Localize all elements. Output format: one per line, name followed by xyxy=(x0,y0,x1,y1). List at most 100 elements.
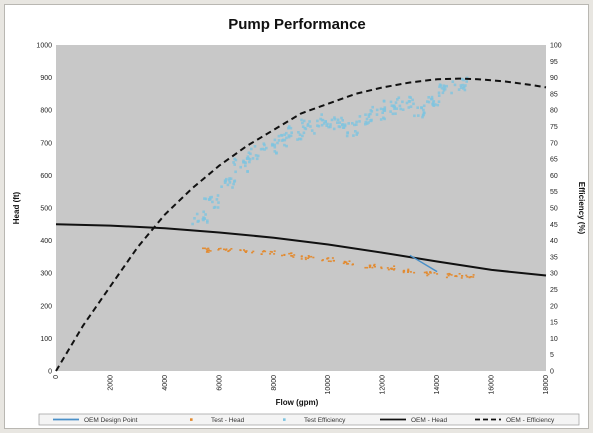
y2-tick-label: 50 xyxy=(550,206,558,213)
y2-tick-label: 35 xyxy=(550,254,558,261)
test-head-point xyxy=(448,273,450,275)
test-efficiency-point xyxy=(395,101,398,104)
test-efficiency-point xyxy=(193,217,196,220)
test-efficiency-point xyxy=(438,86,441,89)
test-head-point xyxy=(349,260,351,262)
test-efficiency-point xyxy=(355,121,358,124)
y2-tick-label: 45 xyxy=(550,222,558,229)
test-head-point xyxy=(429,272,431,274)
test-efficiency-point xyxy=(232,161,235,164)
test-head-point xyxy=(391,268,393,270)
test-efficiency-point xyxy=(336,121,339,124)
test-efficiency-point xyxy=(203,197,206,200)
x-axis-label: Flow (gpm) xyxy=(276,398,319,407)
test-efficiency-point xyxy=(311,129,314,132)
test-efficiency-point xyxy=(452,80,455,83)
test-efficiency-point xyxy=(409,100,412,103)
test-efficiency-point xyxy=(463,86,466,89)
y-tick-label: 500 xyxy=(40,206,52,213)
test-efficiency-point xyxy=(308,120,311,123)
y2-tick-label: 5 xyxy=(550,352,554,359)
test-efficiency-point xyxy=(273,144,276,147)
test-efficiency-point xyxy=(280,134,283,137)
test-efficiency-point xyxy=(244,165,247,168)
test-efficiency-point xyxy=(329,126,332,129)
test-head-point xyxy=(374,266,376,268)
y2-tick-label: 55 xyxy=(550,189,558,196)
test-efficiency-point xyxy=(371,110,374,113)
test-head-point xyxy=(459,273,461,275)
test-efficiency-point xyxy=(380,118,383,121)
test-efficiency-point xyxy=(252,157,255,160)
test-efficiency-point xyxy=(359,115,362,118)
test-head-point xyxy=(413,272,415,274)
y-tick-label: 200 xyxy=(40,303,52,310)
test-efficiency-point xyxy=(250,148,253,151)
test-efficiency-point xyxy=(197,220,200,223)
pump-performance-chart: Pump Performance 0 2000 4000 6000 8000 10000 1… xyxy=(5,5,590,430)
x-tick-label: 8000 xyxy=(271,375,278,391)
test-efficiency-point xyxy=(438,92,441,95)
test-efficiency-point xyxy=(213,206,216,209)
test-efficiency-point xyxy=(285,137,288,140)
y-tick-label: 900 xyxy=(40,75,52,82)
test-efficiency-point xyxy=(329,123,332,126)
test-head-point xyxy=(466,276,468,278)
test-efficiency-point xyxy=(256,158,259,161)
test-efficiency-point xyxy=(296,138,299,141)
test-head-point xyxy=(403,270,405,272)
test-efficiency-point xyxy=(346,135,349,138)
test-head-point xyxy=(281,255,283,257)
test-efficiency-point xyxy=(399,108,402,111)
test-efficiency-point xyxy=(324,121,327,124)
test-efficiency-point xyxy=(392,113,395,116)
test-head-point xyxy=(473,274,475,276)
test-efficiency-point xyxy=(462,79,465,82)
test-efficiency-point xyxy=(243,161,246,164)
test-head-point xyxy=(308,255,310,257)
test-efficiency-point xyxy=(423,111,426,114)
test-head-point xyxy=(305,259,307,261)
test-efficiency-point xyxy=(276,142,279,145)
test-efficiency-point xyxy=(274,139,277,142)
legend-label-oem-head: OEM - Head xyxy=(411,417,448,424)
test-efficiency-point xyxy=(465,80,468,83)
y-axis-ticks: 01002003004005006007008009001000 xyxy=(36,43,52,376)
test-efficiency-point xyxy=(380,108,383,111)
test-efficiency-point xyxy=(337,119,340,122)
test-head-point xyxy=(434,272,436,274)
test-efficiency-point xyxy=(313,132,316,135)
y2-tick-label: 30 xyxy=(550,271,558,278)
chart-title: Pump Performance xyxy=(228,16,366,33)
test-efficiency-point xyxy=(390,101,393,104)
y-tick-label: 800 xyxy=(40,108,52,115)
test-efficiency-point xyxy=(204,213,207,216)
test-efficiency-point xyxy=(413,115,416,118)
test-efficiency-point xyxy=(246,170,249,173)
test-efficiency-point xyxy=(443,85,446,88)
test-efficiency-point xyxy=(438,100,441,103)
y2-tick-label: 40 xyxy=(550,238,558,245)
test-efficiency-point xyxy=(290,131,293,134)
legend-label-test-head: Test - Head xyxy=(211,417,245,424)
test-head-point xyxy=(273,253,275,255)
test-efficiency-point xyxy=(412,103,415,106)
test-efficiency-point xyxy=(464,89,467,92)
test-efficiency-point xyxy=(393,107,396,110)
test-efficiency-point xyxy=(358,120,361,123)
test-efficiency-point xyxy=(368,113,371,116)
test-head-point xyxy=(371,267,373,269)
test-head-point xyxy=(393,265,395,267)
test-efficiency-point xyxy=(353,124,356,127)
test-efficiency-point xyxy=(299,133,302,136)
test-efficiency-point xyxy=(307,123,310,126)
x-axis-ticks: 0 2000 4000 6000 8000 10000 12000 14000 16000 180… xyxy=(53,375,550,395)
test-efficiency-point xyxy=(331,119,334,122)
test-efficiency-point xyxy=(318,125,321,128)
y-tick-label: 300 xyxy=(40,271,52,278)
test-efficiency-point xyxy=(371,106,374,109)
test-efficiency-point xyxy=(248,161,251,164)
y-tick-label: 700 xyxy=(40,140,52,147)
x-tick-label: 18000 xyxy=(543,375,550,395)
test-head-point xyxy=(301,255,303,257)
